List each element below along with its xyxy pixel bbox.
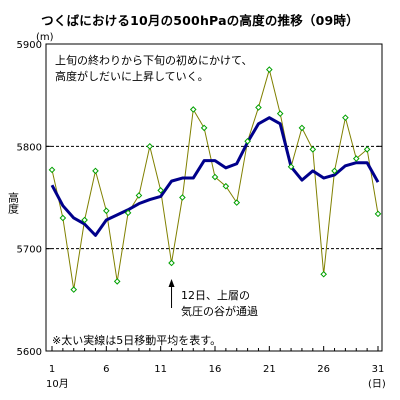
daily-point-2: [59, 214, 67, 222]
event-arrow: [168, 279, 175, 308]
chart-title: つくばにおける10月の500hPaの高度の推移（09時）: [41, 13, 359, 28]
x-tick-label-6: 6: [103, 364, 109, 375]
x-tick-label-1: 1: [49, 364, 55, 375]
daily-point-27: [331, 167, 338, 175]
daily-point-31: [374, 210, 382, 218]
daily-point-1: [48, 166, 56, 174]
y-tick-label-5800: 5800: [17, 142, 42, 153]
daily-point-15: [200, 124, 208, 132]
y-tick-label-5600: 5600: [17, 347, 42, 358]
daily-point-17: [222, 182, 230, 190]
daily-point-12: [168, 259, 175, 267]
daily-point-13: [179, 194, 186, 201]
daily-point-3: [70, 286, 78, 293]
event-arrow-head: [168, 279, 175, 287]
moving-average-line: [50, 116, 380, 237]
daily-point-30: [363, 146, 371, 153]
x-month-label: 10月: [46, 378, 69, 390]
daily-point-18: [233, 199, 241, 206]
daily-point-11: [157, 187, 164, 194]
daily-point-25: [309, 146, 317, 153]
y-tick-label-5700: 5700: [17, 245, 42, 256]
y-unit-label: (m): [36, 32, 54, 43]
daily-point-7: [113, 278, 121, 285]
y-axis-label: 高度: [7, 191, 20, 215]
daily-point-16: [211, 173, 219, 181]
daily-point-6: [103, 207, 110, 215]
daily-point-29: [352, 155, 360, 162]
daily-point-26: [320, 270, 327, 278]
event-note-line1: 12日、上層の: [181, 289, 250, 302]
trend-note-line2: 高度がしだいに上昇していく。: [55, 69, 209, 83]
daily-point-19: [244, 137, 251, 145]
daily-point-24: [298, 124, 306, 132]
footnote: ※太い実線は5日移動平均を表す。: [52, 333, 221, 347]
daily-point-5: [92, 167, 99, 175]
x-tick-label-11: 11: [154, 364, 167, 375]
daily-point-20: [255, 104, 262, 111]
trend-note-line1: 上旬の終わりから下旬の初めにかけて、: [55, 53, 252, 67]
daily-point-28: [342, 114, 349, 121]
x-unit-label: (日): [368, 379, 386, 390]
daily-point-10: [146, 143, 154, 150]
x-tick-label-26: 26: [317, 364, 330, 375]
x-tick-label-16: 16: [209, 364, 222, 375]
daily-point-23: [287, 163, 295, 171]
y-tick-label-5900: 5900: [17, 40, 42, 51]
daily-point-8: [124, 209, 132, 217]
daily-point-22: [276, 110, 284, 117]
event-note-line2: 気圧の谷が通過: [181, 304, 258, 318]
daily-point-14: [189, 106, 197, 113]
plot-frame: [45, 43, 383, 352]
daily-point-4: [81, 216, 88, 224]
x-tick-label-31: 31: [372, 364, 385, 375]
x-tick-label-21: 21: [263, 364, 276, 375]
daily-point-9: [135, 192, 143, 199]
daily-point-21: [266, 66, 273, 73]
